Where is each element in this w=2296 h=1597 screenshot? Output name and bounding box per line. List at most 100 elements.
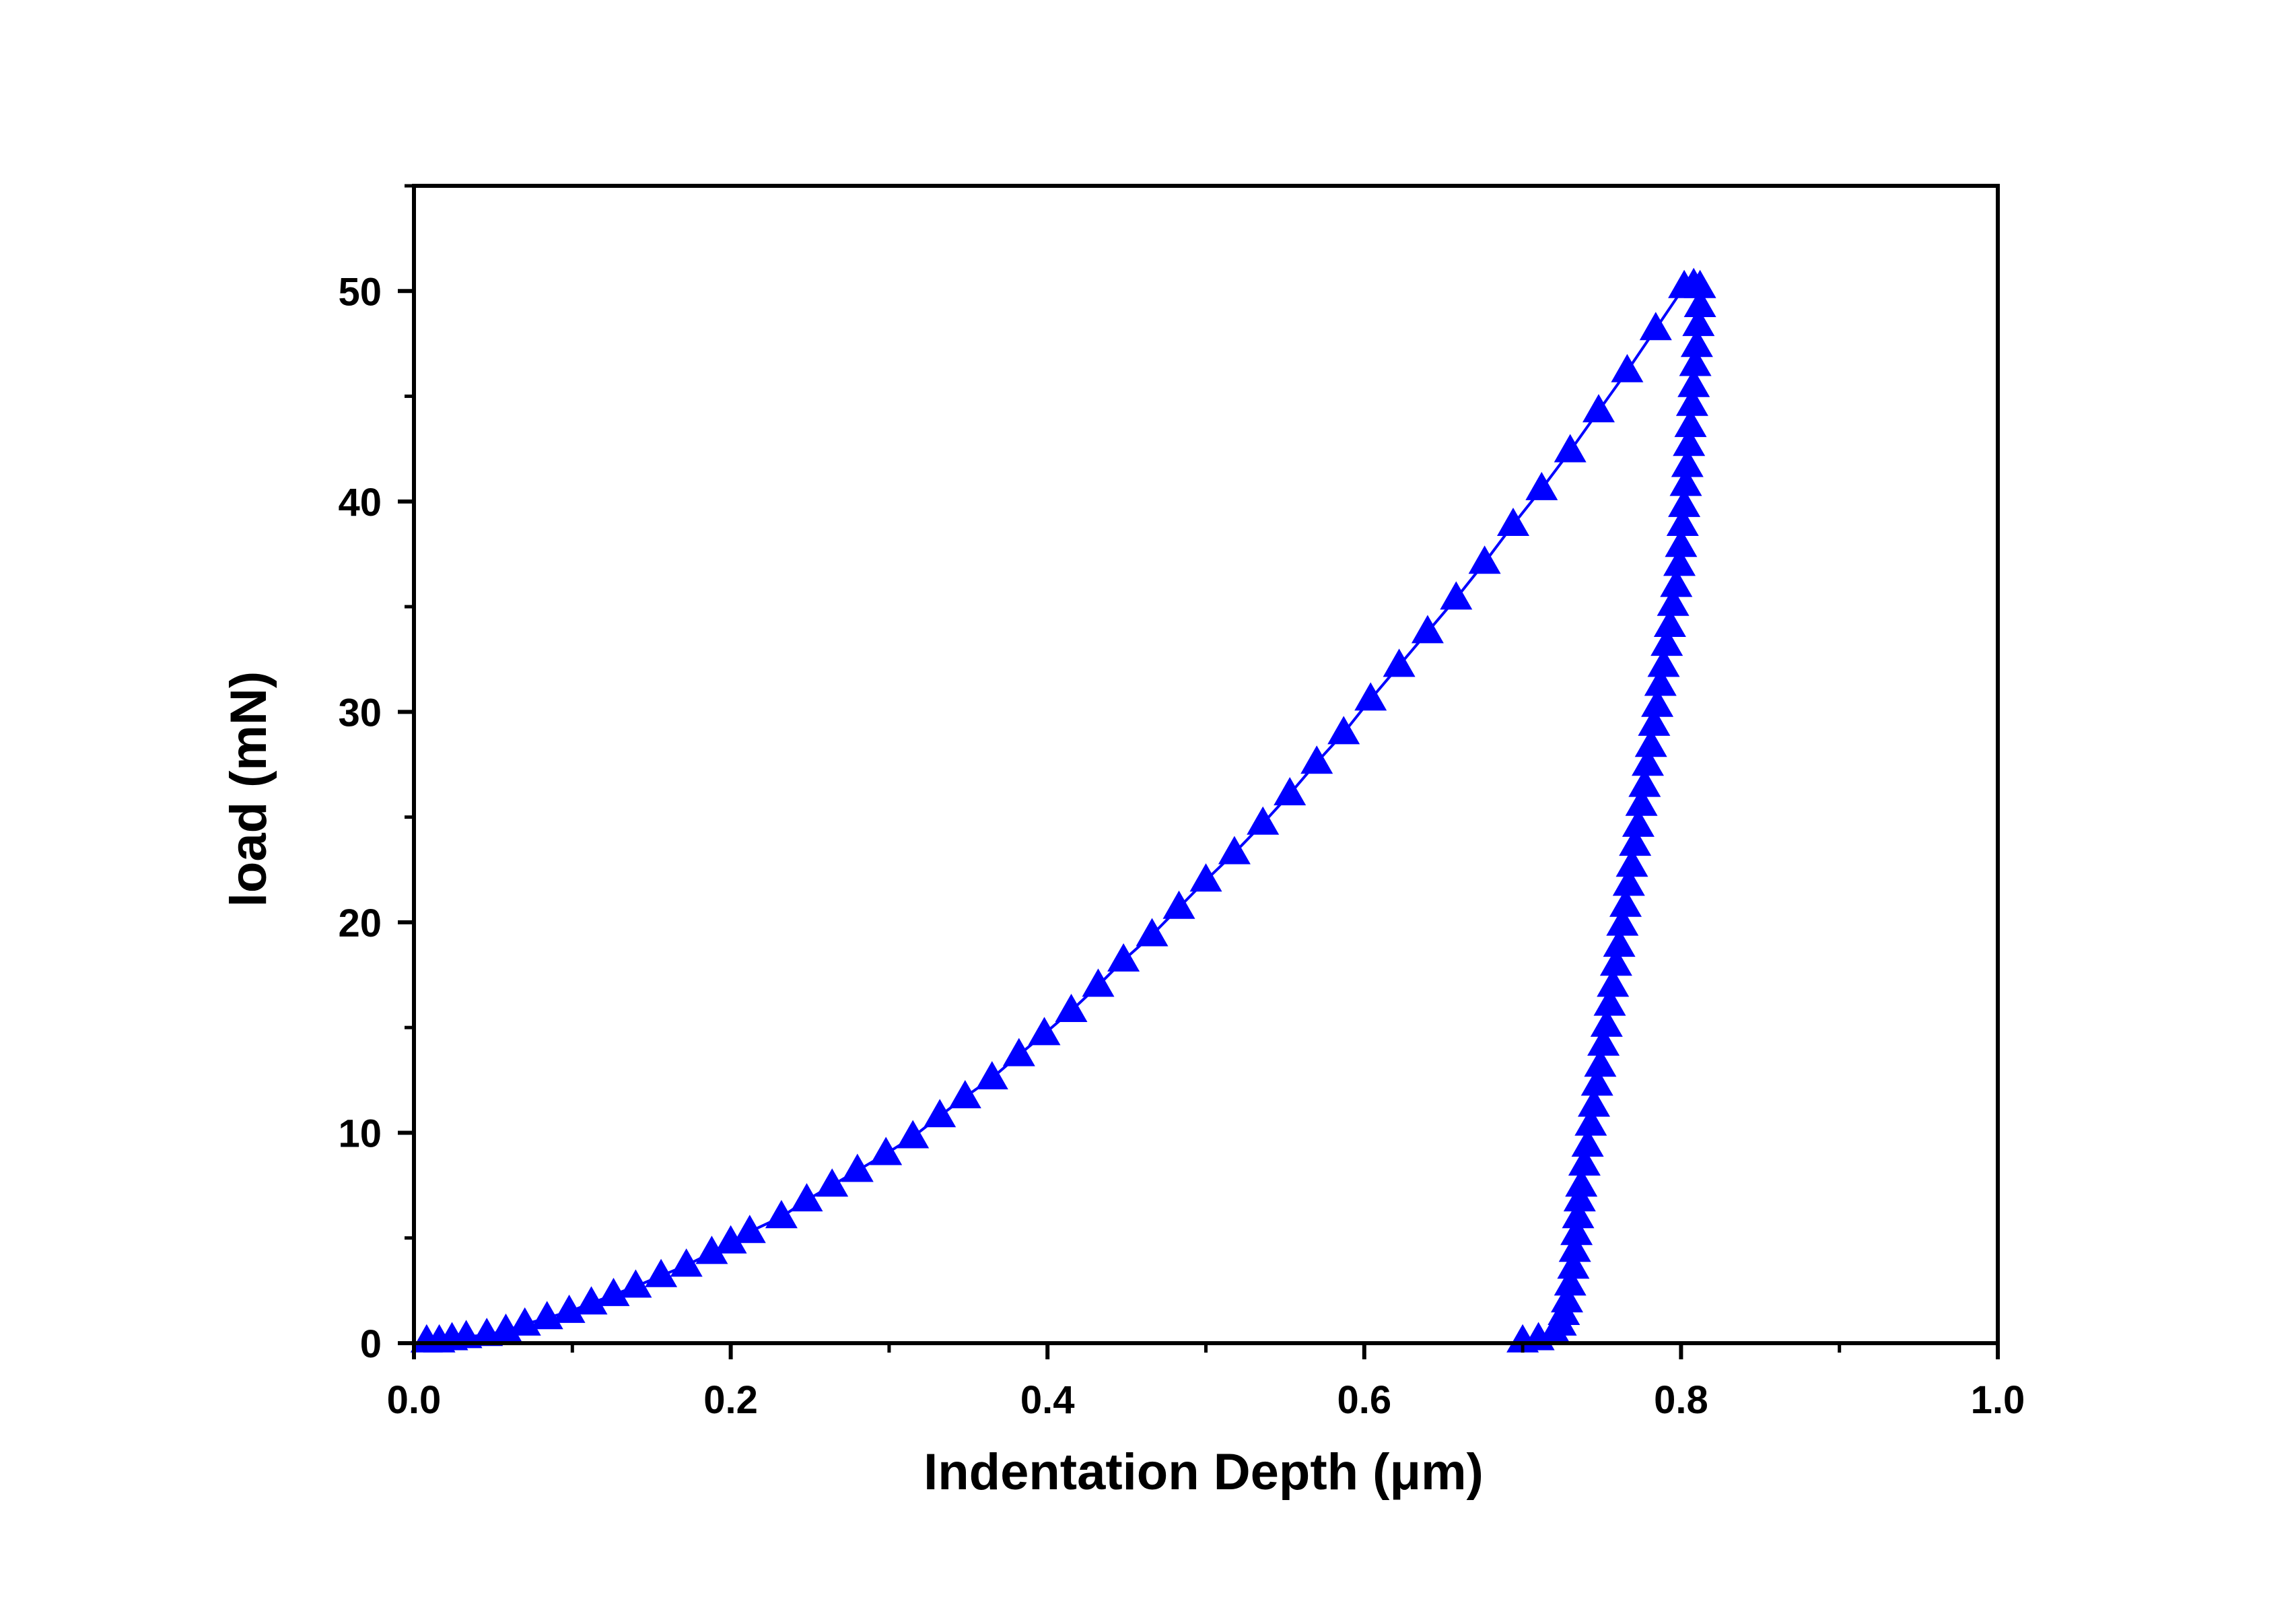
data-point bbox=[1554, 434, 1587, 463]
data-point bbox=[1554, 1267, 1587, 1296]
data-point bbox=[1497, 508, 1529, 536]
data-point bbox=[1582, 394, 1615, 423]
data-point bbox=[1680, 329, 1713, 358]
data-point bbox=[1055, 994, 1088, 1022]
data-point bbox=[1354, 682, 1387, 711]
data-point bbox=[1647, 648, 1680, 677]
data-point bbox=[1300, 745, 1333, 774]
data-point bbox=[1327, 716, 1360, 745]
data-point bbox=[1136, 918, 1169, 947]
axes: 0.0 0.2 0.4 0.6 0.8 1.0 0 10 20 30 40 50 bbox=[338, 184, 2025, 1422]
data-point bbox=[1677, 368, 1710, 397]
data-point bbox=[1657, 587, 1690, 616]
data-point bbox=[1082, 968, 1115, 997]
data-point bbox=[597, 1277, 630, 1306]
data-point bbox=[1641, 688, 1674, 717]
series-line bbox=[426, 283, 1702, 1343]
data-point bbox=[1525, 471, 1558, 500]
data-point bbox=[1628, 768, 1661, 797]
data-point bbox=[1679, 347, 1712, 376]
data-point bbox=[1597, 968, 1630, 997]
data-point bbox=[1590, 1008, 1623, 1037]
y-tick-label: 40 bbox=[338, 481, 382, 524]
data-point bbox=[1468, 545, 1501, 574]
data-point bbox=[1563, 1183, 1596, 1212]
data-point bbox=[790, 1183, 823, 1212]
data-point bbox=[645, 1258, 678, 1287]
data-point bbox=[1574, 1107, 1607, 1136]
data-point bbox=[1682, 308, 1715, 337]
data-point bbox=[1673, 428, 1706, 456]
data-point bbox=[1615, 848, 1648, 877]
data-point bbox=[1603, 928, 1636, 957]
data-point bbox=[1578, 1088, 1610, 1117]
data-point bbox=[1644, 667, 1677, 696]
data-point bbox=[1653, 609, 1686, 637]
data-point bbox=[1611, 353, 1644, 382]
y-tick-label: 0 bbox=[360, 1322, 382, 1366]
data-point bbox=[733, 1215, 766, 1244]
data-point bbox=[1584, 1048, 1617, 1077]
data-point bbox=[1218, 836, 1251, 864]
data-point bbox=[1107, 943, 1140, 972]
data-point bbox=[1557, 1250, 1590, 1279]
data-point bbox=[1675, 387, 1708, 416]
data-point bbox=[1411, 615, 1444, 644]
data-point bbox=[1625, 787, 1658, 816]
data-point bbox=[1580, 1067, 1613, 1096]
plot-frame bbox=[412, 184, 2000, 1345]
plot-area bbox=[410, 267, 1716, 1353]
data-point bbox=[1666, 508, 1699, 536]
data-point bbox=[1609, 888, 1642, 917]
data-point bbox=[1571, 1128, 1604, 1157]
data-point bbox=[695, 1235, 728, 1264]
data-point bbox=[1274, 777, 1307, 806]
y-tick-label: 10 bbox=[338, 1112, 382, 1155]
data-point bbox=[1606, 907, 1639, 936]
data-point bbox=[1565, 1168, 1598, 1197]
data-point bbox=[575, 1286, 608, 1315]
data-point bbox=[1002, 1038, 1035, 1066]
data-point bbox=[1189, 863, 1222, 892]
data-point bbox=[1622, 808, 1655, 837]
y-tick-label: 30 bbox=[338, 691, 382, 735]
data-point bbox=[1650, 627, 1683, 656]
data-point bbox=[619, 1269, 652, 1298]
data-point bbox=[1668, 488, 1701, 517]
data-point bbox=[897, 1120, 930, 1149]
data-point bbox=[1162, 890, 1195, 919]
data-point bbox=[1247, 806, 1280, 835]
x-tick-label: 0.2 bbox=[703, 1378, 758, 1422]
x-tick-label: 0.6 bbox=[1337, 1378, 1391, 1422]
data-point bbox=[975, 1061, 1008, 1089]
data-point bbox=[765, 1200, 798, 1229]
data-point bbox=[1562, 1200, 1595, 1229]
data-point bbox=[1440, 581, 1473, 610]
x-axis-title: Indentation Depth (μm) bbox=[924, 1443, 1484, 1501]
data-point bbox=[1660, 568, 1693, 597]
data-point bbox=[1638, 707, 1671, 736]
data-point bbox=[1639, 312, 1672, 341]
y-axis-title: load (mN) bbox=[220, 671, 277, 907]
data-point bbox=[816, 1168, 849, 1197]
data-point bbox=[1558, 1233, 1591, 1262]
data-point bbox=[1619, 827, 1652, 856]
data-point bbox=[1663, 547, 1696, 576]
x-tick-label: 1.0 bbox=[1971, 1378, 2025, 1422]
data-point bbox=[1665, 529, 1698, 557]
data-point bbox=[553, 1294, 586, 1323]
data-point bbox=[1383, 648, 1416, 677]
data-point bbox=[1028, 1017, 1061, 1046]
data-point bbox=[1632, 747, 1664, 776]
x-tick-label: 0.0 bbox=[387, 1378, 442, 1422]
x-tick-label: 0.8 bbox=[1654, 1378, 1708, 1422]
data-point bbox=[1560, 1217, 1593, 1246]
data-point bbox=[1669, 467, 1702, 496]
data-point bbox=[670, 1248, 703, 1277]
data-point bbox=[1671, 448, 1704, 477]
y-tick-label: 20 bbox=[338, 902, 382, 945]
data-point bbox=[1612, 867, 1645, 896]
data-point bbox=[1568, 1147, 1601, 1176]
